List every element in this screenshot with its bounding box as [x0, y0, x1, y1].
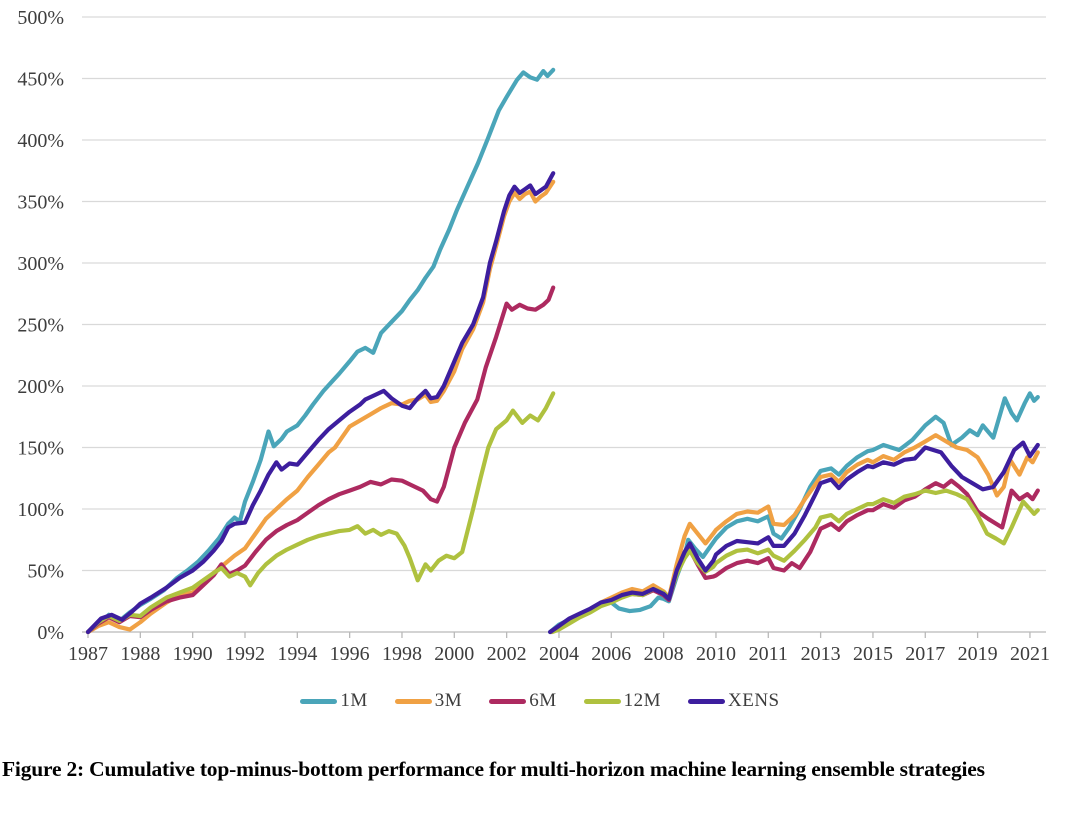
- x-tick-label: 1998: [382, 643, 422, 665]
- legend-swatch-3m: [394, 698, 432, 704]
- y-tick-label: 500%: [17, 7, 64, 29]
- series-line-6m: [85, 285, 556, 635]
- series-line-1m: [547, 391, 1040, 635]
- x-tick-label: 1996: [330, 643, 370, 665]
- chart-legend: 1M 3M 6M 12M XENS: [0, 688, 1080, 714]
- x-tick-label: 2008: [644, 643, 684, 665]
- legend-label: 3M: [434, 690, 463, 711]
- series-line-3m: [548, 433, 1040, 635]
- x-tick-label: 2011: [749, 643, 788, 665]
- chart-svg: 0% 50% 100% 150% 200% 250% 300% 350% 400% 450% 500…: [17, 7, 1050, 665]
- legend-item-6m: 6M: [489, 690, 556, 712]
- x-tick-label: 1987: [68, 643, 108, 665]
- y-tick-label: 150%: [17, 438, 64, 460]
- x-axis-labels: 1987 1988 1990 1992 1994 1996 1998 2000 2002 2004…: [68, 643, 1050, 665]
- x-tick-label: 2002: [487, 643, 527, 665]
- legend-swatch-1m: [300, 698, 338, 704]
- legend-item-3m: 3M: [394, 690, 463, 712]
- series-line-12m: [85, 391, 556, 635]
- x-tick-label: 2015: [853, 643, 893, 665]
- y-tick-label: 450%: [17, 69, 64, 91]
- x-tick-label: 1992: [225, 643, 265, 665]
- series-line-1m: [85, 67, 556, 635]
- legend-item-1m: 1M: [300, 690, 367, 712]
- series-line-xens: [547, 440, 1040, 635]
- x-tick-label: 2000: [434, 643, 474, 665]
- x-axis-ticks: [87, 632, 1031, 638]
- x-tick-label: 2021: [1010, 643, 1050, 665]
- series-line-xens: [85, 171, 556, 635]
- legend-swatch-xens: [688, 698, 725, 704]
- performance-chart: 0% 50% 100% 150% 200% 250% 300% 350% 400% 450% 500…: [17, 7, 1050, 665]
- legend-label: 12M: [623, 690, 661, 711]
- y-tick-label: 200%: [17, 376, 64, 398]
- series-line-3m: [85, 179, 556, 635]
- legend-label: 6M: [529, 690, 557, 711]
- y-tick-label: 300%: [17, 253, 64, 275]
- x-tick-label: 2013: [801, 643, 841, 665]
- x-tick-label: 1990: [173, 643, 213, 665]
- legend-item-12m: 12M: [583, 690, 661, 712]
- x-tick-label: 2019: [958, 643, 998, 665]
- legend-swatch-12m: [583, 698, 621, 704]
- x-tick-label: 2006: [591, 643, 631, 665]
- legend-label: 1M: [340, 690, 368, 711]
- y-axis-labels: 0% 50% 100% 150% 200% 250% 300% 350% 400% 450% 500…: [17, 7, 64, 644]
- y-tick-label: 250%: [17, 315, 64, 337]
- x-tick-label: 2010: [696, 643, 736, 665]
- x-tick-label: 2004: [539, 643, 579, 665]
- legend-swatch-6m: [489, 698, 527, 704]
- y-tick-label: 100%: [17, 499, 64, 521]
- y-tick-label: 0%: [37, 622, 64, 644]
- y-tick-label: 400%: [17, 130, 64, 152]
- x-tick-label: 1994: [277, 643, 317, 665]
- x-tick-label: 1988: [120, 643, 160, 665]
- figure-caption: Figure 2: Cumulative top-minus-bottom pe…: [2, 757, 985, 781]
- y-tick-label: 350%: [17, 192, 64, 214]
- legend-label: XENS: [728, 690, 780, 711]
- legend-item-xens: XENS: [688, 690, 780, 712]
- y-tick-label: 50%: [27, 561, 64, 583]
- gridlines: [82, 16, 1046, 633]
- x-tick-label: 2017: [905, 643, 945, 665]
